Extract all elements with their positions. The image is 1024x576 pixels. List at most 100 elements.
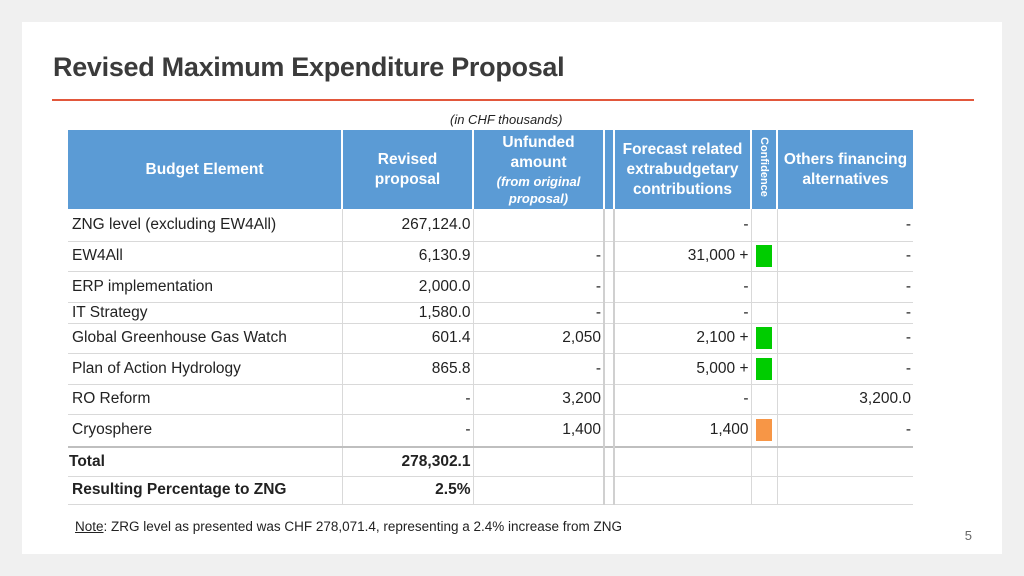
forecast-cell: 2,100 +: [613, 323, 751, 354]
forecast-cell: -: [613, 271, 751, 303]
unfunded-cell: -: [472, 302, 604, 324]
page-number: 5: [964, 528, 972, 543]
unfunded-cell: 3,200: [472, 384, 604, 415]
header-unfunded-amount: Unfunded amount (from original proposal): [472, 130, 604, 209]
others-cell: -: [776, 209, 913, 242]
table-header-row: Budget Element Revised proposal Unfunded…: [68, 130, 913, 209]
forecast-cell: 31,000 +: [613, 241, 751, 272]
others-cell: 3,200.0: [776, 384, 913, 415]
element-cell: EW4All: [68, 241, 342, 272]
footnote: Note: ZRG level as presented was CHF 278…: [75, 519, 622, 534]
revised-cell: -: [341, 414, 473, 448]
footnote-label: Note: [75, 519, 104, 534]
table-row: Plan of Action Hydrology 865.8-5,000 + -: [68, 353, 913, 385]
confidence-indicator: [756, 419, 772, 442]
spacer-cell: [603, 271, 614, 303]
table-row: ZNG level (excluding EW4All) 267,124.0 - -: [68, 209, 913, 242]
empty-cell: [613, 476, 751, 505]
header-unfunded-label: Unfunded amount: [502, 133, 575, 171]
slide: Revised Maximum Expenditure Proposal (in…: [22, 22, 1002, 554]
forecast-cell: 1,400: [613, 414, 751, 448]
others-cell: -: [776, 241, 913, 272]
spacer-cell: [603, 384, 614, 415]
header-spacer: [603, 130, 614, 209]
header-others-financing: Others financing alternatives: [776, 130, 913, 209]
unfunded-cell: -: [472, 271, 604, 303]
empty-cell: [776, 476, 913, 505]
forecast-cell: 5,000 +: [613, 353, 751, 385]
header-forecast: Forecast related extrabudgetary contribu…: [613, 130, 751, 209]
forecast-cell: -: [613, 384, 751, 415]
forecast-cell: -: [613, 209, 751, 242]
table-row: RO Reform -3,200-3,200.0: [68, 384, 913, 415]
header-budget-element: Budget Element: [68, 130, 342, 209]
revised-cell: 1,580.0: [341, 302, 473, 324]
confidence-cell: [750, 353, 777, 385]
header-revised-proposal: Revised proposal: [341, 130, 473, 209]
element-cell: Global Greenhouse Gas Watch: [68, 323, 342, 354]
revised-cell: 6,130.9: [341, 241, 473, 272]
total-row: Total 278,302.1: [68, 446, 913, 477]
spacer-cell: [603, 414, 614, 448]
table-row: Cryosphere -1,400 1,400-: [68, 414, 913, 448]
confidence-cell: [750, 209, 777, 242]
element-cell: ERP implementation: [68, 271, 342, 303]
slide-title: Revised Maximum Expenditure Proposal: [53, 52, 565, 82]
revised-cell: 2.5%: [341, 476, 473, 505]
revised-cell: 278,302.1: [341, 446, 473, 477]
empty-cell: [613, 446, 751, 477]
confidence-indicator: [756, 245, 772, 267]
unfunded-cell: 2,050: [472, 323, 604, 354]
units-caption: (in CHF thousands): [450, 112, 563, 127]
empty-cell: [776, 446, 913, 477]
element-cell: Cryosphere: [68, 414, 342, 448]
revised-cell: -: [341, 384, 473, 415]
confidence-cell: [750, 241, 777, 272]
empty-cell: [472, 446, 604, 477]
table-row: EW4All 6,130.9-31,000 + -: [68, 241, 913, 272]
element-cell: ZNG level (excluding EW4All): [68, 209, 342, 242]
table-row: ERP implementation 2,000.0- - -: [68, 271, 913, 303]
header-confidence: Confidence: [750, 130, 777, 209]
revised-cell: 865.8: [341, 353, 473, 385]
spacer-cell: [603, 476, 614, 505]
others-cell: -: [776, 353, 913, 385]
revised-cell: 2,000.0: [341, 271, 473, 303]
element-cell: RO Reform: [68, 384, 342, 415]
unfunded-cell: -: [472, 353, 604, 385]
header-unfunded-note: (from original proposal): [496, 173, 581, 206]
percentage-row: Resulting Percentage to ZNG 2.5%: [68, 476, 913, 505]
footnote-text: : ZRG level as presented was CHF 278,071…: [103, 519, 623, 534]
spacer-cell: [603, 241, 614, 272]
title-divider: [52, 99, 974, 101]
empty-cell: [750, 476, 777, 505]
unfunded-cell: [472, 209, 604, 242]
others-cell: -: [776, 302, 913, 324]
confidence-cell: [750, 271, 777, 303]
empty-cell: [750, 446, 777, 477]
spacer-cell: [603, 353, 614, 385]
confidence-cell: [750, 384, 777, 415]
unfunded-cell: -: [472, 241, 604, 272]
budget-table: Budget Element Revised proposal Unfunded…: [68, 130, 913, 505]
others-cell: -: [776, 414, 913, 448]
others-cell: -: [776, 271, 913, 303]
header-confidence-label: Confidence: [758, 136, 770, 197]
confidence-cell: [750, 323, 777, 354]
revised-cell: 267,124.0: [341, 209, 473, 242]
confidence-cell: [750, 414, 777, 448]
spacer-cell: [603, 209, 614, 242]
spacer-cell: [603, 446, 614, 477]
unfunded-cell: 1,400: [472, 414, 604, 448]
forecast-cell: -: [613, 302, 751, 324]
table-row: IT Strategy 1,580.0- - -: [68, 302, 913, 324]
label-cell: Resulting Percentage to ZNG: [68, 476, 342, 505]
confidence-indicator: [756, 327, 772, 349]
element-cell: IT Strategy: [68, 302, 342, 324]
spacer-cell: [603, 323, 614, 354]
spacer-cell: [603, 302, 614, 324]
confidence-indicator: [756, 357, 772, 380]
others-cell: -: [776, 323, 913, 354]
empty-cell: [472, 476, 604, 505]
element-cell: Plan of Action Hydrology: [68, 353, 342, 385]
